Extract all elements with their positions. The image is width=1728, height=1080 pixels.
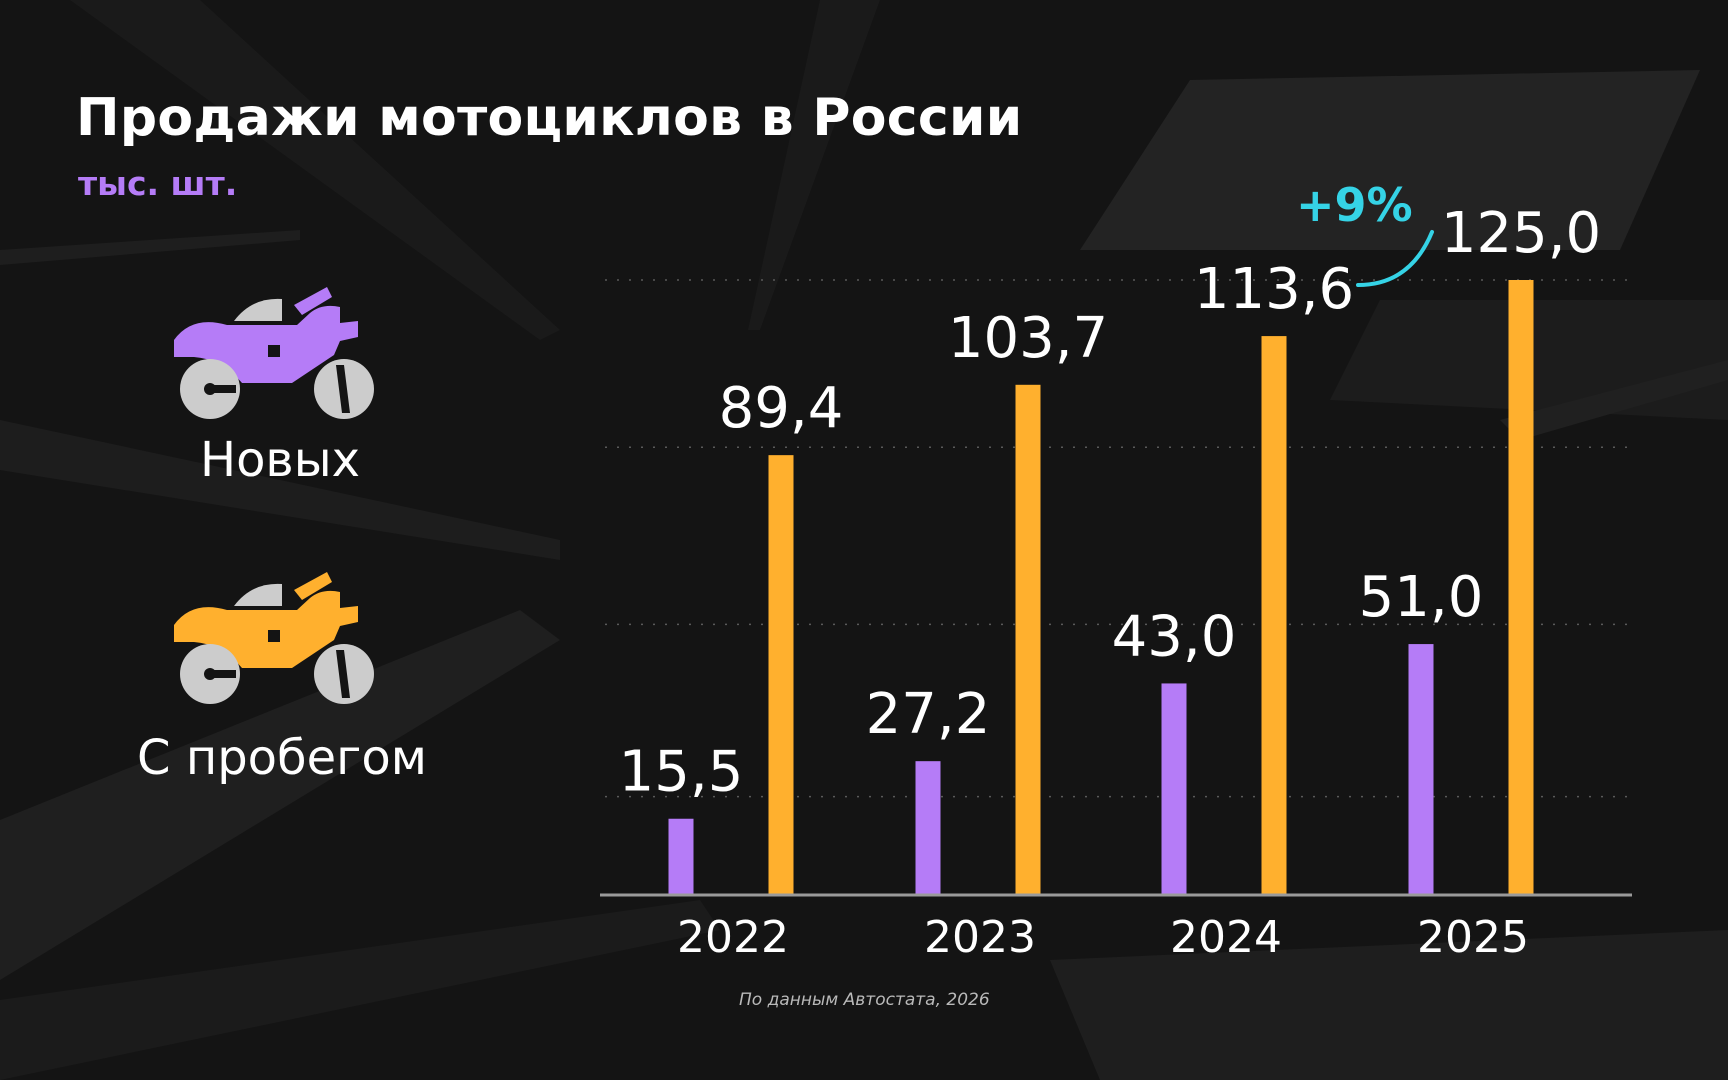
source-note: По данным Автостата, 2026 (739, 990, 990, 1010)
bar-new-2023 (915, 761, 941, 895)
data-label: 51,0 (1359, 565, 1484, 630)
unit-subtitle: тыс. шт. (78, 164, 238, 203)
motorcycle-icon (174, 287, 374, 419)
bar-new-2022 (668, 818, 694, 895)
data-label: 125,0 (1441, 201, 1601, 266)
bar-used-2022 (768, 455, 794, 895)
bar-used-2023 (1015, 384, 1041, 895)
data-label: 27,2 (866, 682, 991, 747)
data-label: 113,6 (1194, 257, 1354, 322)
data-label: 15,5 (619, 740, 744, 805)
bar-new-2024 (1161, 683, 1187, 895)
x-tick-label: 2024 (1170, 912, 1282, 963)
data-label: 43,0 (1112, 604, 1237, 669)
legend-label-used: С пробегом (137, 730, 427, 786)
bar-used-2024 (1261, 336, 1287, 895)
x-tick-label: 2022 (677, 912, 789, 963)
legend-label-new: Новых (199, 432, 361, 488)
bar-used-2025 (1508, 280, 1534, 895)
data-label: 103,7 (948, 306, 1108, 371)
page-title: Продажи мотоциклов в России (76, 88, 1023, 148)
growth-annotation: +9% (1296, 178, 1413, 232)
growth-connector (1356, 230, 1434, 287)
x-tick-label: 2025 (1417, 912, 1529, 963)
x-tick-label: 2023 (924, 912, 1036, 963)
bar-new-2025 (1408, 644, 1434, 895)
motorcycle-icon (174, 572, 374, 704)
data-label: 89,4 (719, 376, 844, 441)
